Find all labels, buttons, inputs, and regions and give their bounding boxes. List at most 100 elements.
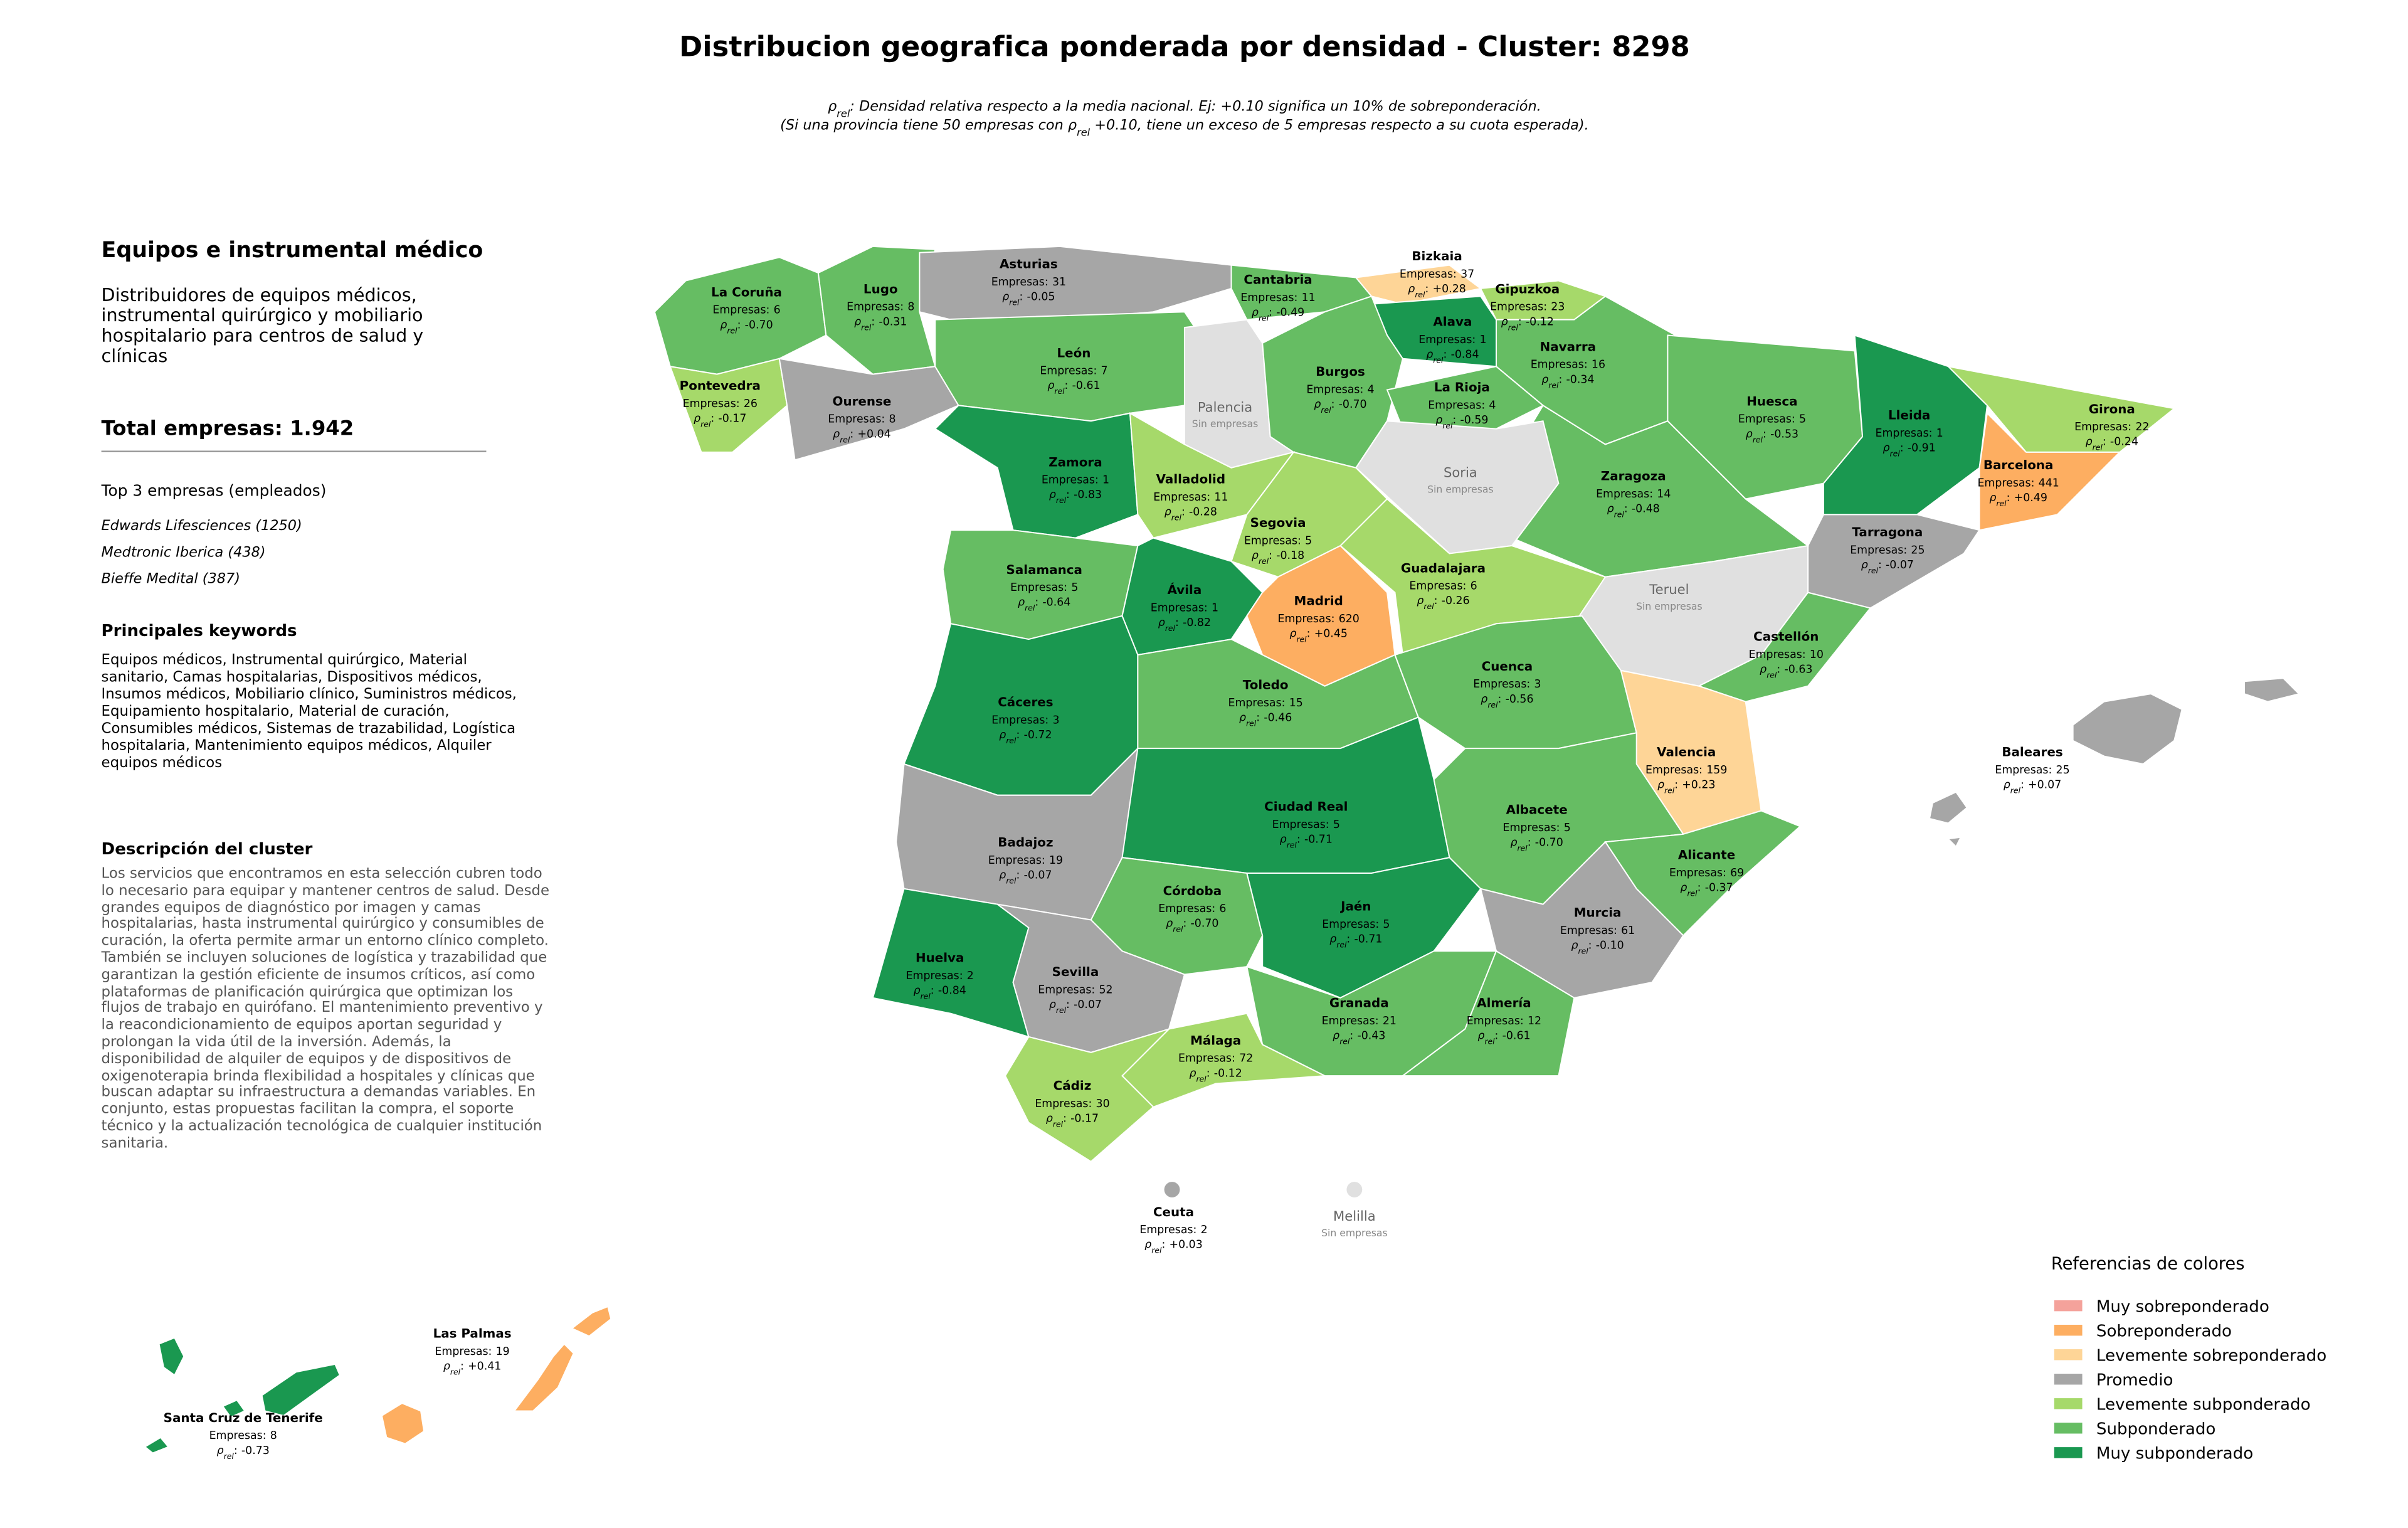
empresas-value: 69: [1730, 867, 1744, 879]
rho-symbol: ρ: [1501, 316, 1508, 328]
rho-subscript: rel: [1025, 603, 1035, 612]
empresas-label: Empresas: 8: [828, 413, 895, 426]
sidebar: Equipos e instrumental médico Distribuid…: [101, 238, 569, 1153]
rho-value: -0.46: [1264, 712, 1292, 724]
rho-separator: :: [1307, 627, 1311, 640]
empresas-label: Empresas: 1: [1876, 427, 1943, 440]
sidebar-content: Equipos e instrumental médico Distribuid…: [101, 238, 569, 1153]
empresas-value: 1: [1212, 602, 1218, 614]
rho-value: -0.73: [241, 1445, 270, 1457]
empresas-value: 2: [1201, 1224, 1208, 1236]
rho-subscript: rel: [1056, 496, 1067, 505]
province-name: Murcia: [1574, 906, 1622, 920]
rho-symbol: ρ: [1166, 918, 1173, 930]
empresas-label: Empresas: 31: [991, 276, 1066, 289]
rho-symbol: ρ: [1746, 428, 1753, 440]
top-title: Top 3 empresas (empleados): [101, 483, 327, 501]
legend-label: Muy subponderado: [2096, 1445, 2253, 1463]
province-name: Alava: [1433, 315, 1472, 329]
empresas-label: Empresas: 159: [1645, 764, 1727, 777]
rho-subscript: rel: [1339, 1036, 1350, 1046]
rho-value: -0.12: [1526, 316, 1554, 328]
province: [1928, 791, 1968, 824]
rho-subscript: rel: [1171, 512, 1182, 522]
rho-subscript: rel: [1548, 380, 1559, 390]
province: [1164, 1182, 1180, 1197]
rho-separator: :: [1331, 398, 1335, 411]
empresas-value: 61: [1621, 925, 1635, 937]
empresas-value: 5: [1564, 822, 1571, 834]
rho-subscript: rel: [1868, 566, 1879, 575]
province-name: Huelva: [916, 951, 964, 965]
rho-value: -0.64: [1042, 597, 1070, 609]
rho-value: -0.34: [1566, 373, 1595, 386]
empresas-text: Empresas:: [1850, 544, 1907, 556]
rho-value: -0.37: [1705, 882, 1733, 894]
empresas-text: Empresas:: [1503, 822, 1560, 834]
empresas-value: 6: [774, 304, 781, 317]
rho-value: -0.56: [1506, 693, 1534, 706]
rho-label: ρrel: -0.70: [720, 319, 773, 335]
empresas-value: 16: [1592, 359, 1605, 371]
rho-value: -0.70: [1191, 918, 1219, 930]
rho-subscript: rel: [1614, 509, 1625, 519]
rho-separator: :: [1528, 836, 1531, 849]
rho-label: ρrel: -0.07: [1049, 999, 1102, 1015]
rho-separator: :: [1181, 506, 1185, 519]
legend-label: Subponderado: [2096, 1420, 2215, 1439]
rho-separator: :: [1900, 442, 1904, 455]
rho-symbol: ρ: [1511, 836, 1518, 849]
province-name: Melilla: [1333, 1208, 1376, 1224]
rho-separator: :: [1161, 1239, 1165, 1251]
rho-label: ρrel: -0.18: [1252, 549, 1304, 566]
rho-symbol: ρ: [1049, 489, 1056, 501]
empresas-text: Empresas:: [1531, 359, 1588, 371]
rho-label: ρrel: -0.46: [1239, 712, 1292, 728]
rho-symbol: ρ: [1046, 1112, 1053, 1125]
empresas-value: 1: [1936, 427, 1943, 440]
keywords-title: Principales keywords: [101, 622, 297, 641]
total: Total empresas: 1.942: [101, 418, 354, 442]
rho-subscript: rel: [1056, 1005, 1067, 1014]
empresas-text: Empresas:: [1139, 1224, 1196, 1236]
rho-subscript: rel: [727, 326, 737, 335]
empresas-text: Empresas:: [1153, 491, 1210, 504]
rho-separator: :: [1065, 379, 1069, 392]
legend-swatch: [2054, 1423, 2083, 1434]
province-name: Alicante: [1678, 848, 1735, 862]
empresas-label: Empresas: 5: [1010, 581, 1078, 594]
rho-separator: :: [737, 319, 741, 331]
rho-subscript: rel: [1006, 876, 1017, 885]
rho-label: ρrel: -0.28: [1164, 506, 1217, 523]
empresas-text: Empresas:: [1876, 427, 1933, 440]
rho-symbol: ρ: [1252, 549, 1259, 562]
empresas-value: 5: [1071, 581, 1078, 594]
subtitle-text: (Si una provincia tiene 50 empresas con: [780, 117, 1068, 133]
province-name: Pontevedra: [680, 378, 761, 393]
rho-label: ρrel: -0.53: [1746, 428, 1798, 444]
rho-symbol: ρ: [1280, 834, 1287, 846]
empresas-label: Empresas: 2: [1139, 1224, 1207, 1236]
empresas-value: 6: [1219, 903, 1226, 915]
rho-value: +0.45: [1314, 627, 1348, 640]
rho-subscript: rel: [1433, 355, 1444, 364]
no-data-label: Sin empresas: [1321, 1227, 1388, 1239]
empresas-label: Empresas: 11: [1153, 491, 1228, 504]
province-name: Castellón: [1753, 630, 1819, 644]
rho-separator: :: [1035, 597, 1038, 609]
empresas-value: 72: [1239, 1053, 1253, 1065]
empresas-value: 21: [1383, 1015, 1397, 1027]
rho-label: ρrel: -0.63: [1760, 664, 1812, 680]
rho-label: ρrel: -0.61: [1477, 1030, 1530, 1046]
rho-separator: :: [1495, 1030, 1499, 1043]
province-name: Santa Cruz de Tenerife: [164, 1411, 323, 1425]
rho-label: ρrel: -0.82: [1158, 617, 1211, 633]
rho-label: ρrel: -0.73: [217, 1445, 270, 1461]
empresas-text: Empresas:: [435, 1345, 492, 1358]
empresas-label: Empresas: 4: [1306, 383, 1374, 396]
rho-separator: :: [1183, 918, 1186, 930]
empresas-text: Empresas:: [906, 970, 963, 982]
rho-label: ρrel: +0.04: [833, 428, 891, 444]
rho-subscript: rel: [1165, 623, 1176, 633]
